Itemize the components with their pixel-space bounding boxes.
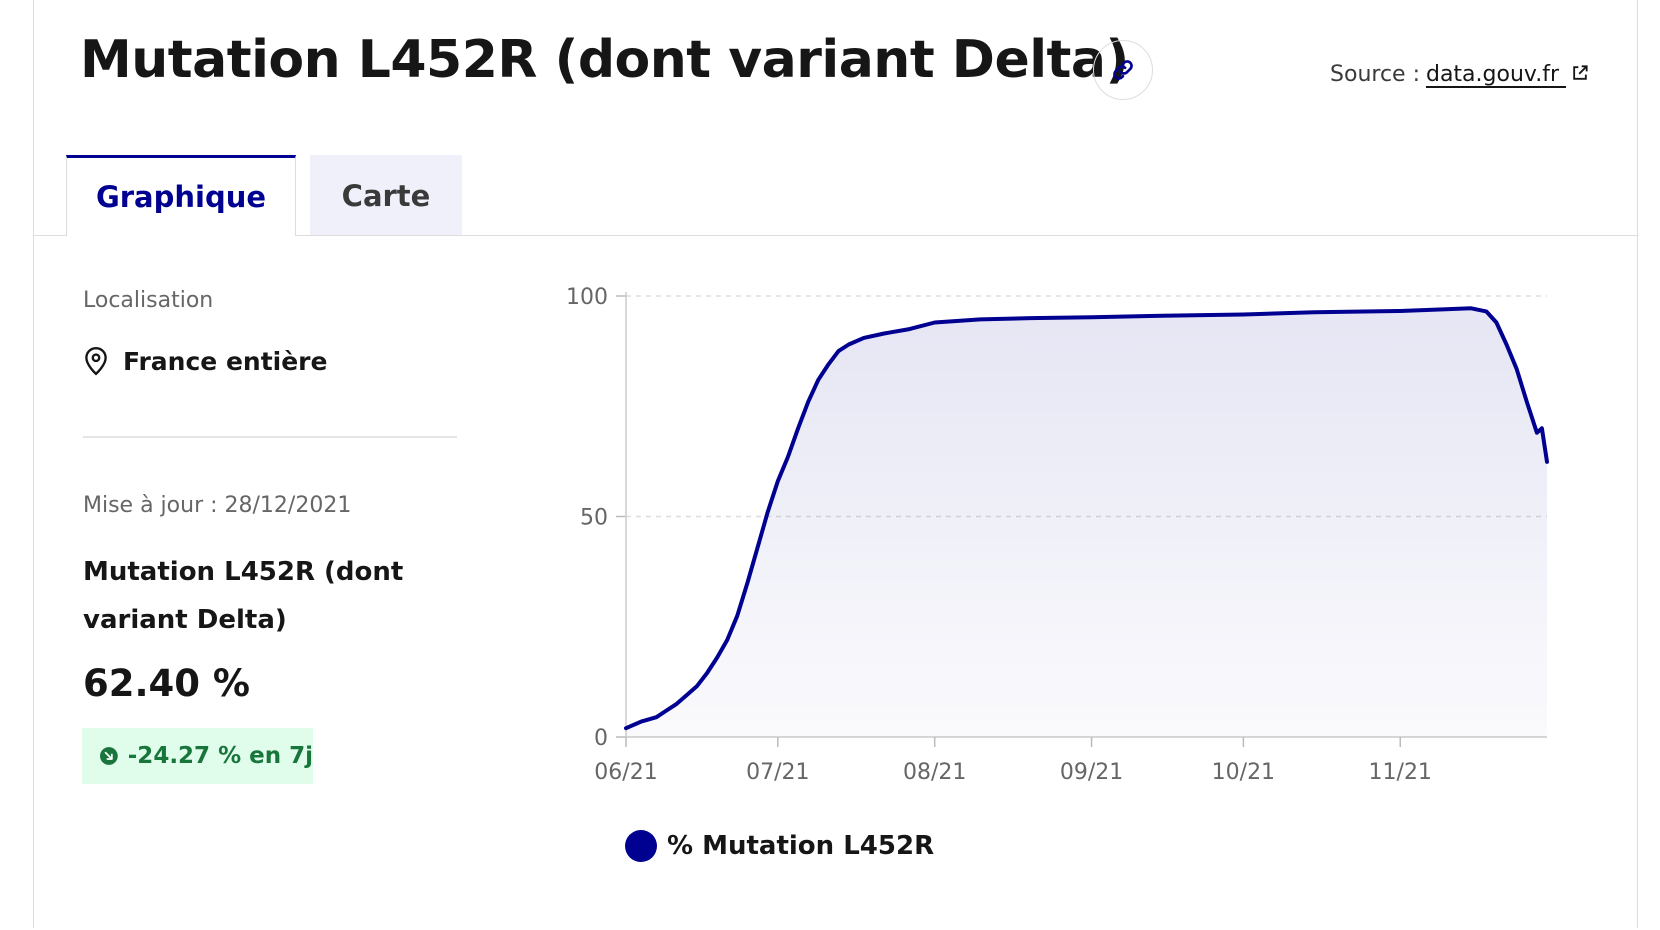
- chart-legend: % Mutation L452R: [625, 830, 934, 862]
- map-pin-icon: [85, 346, 107, 376]
- x-tick-label: 10/21: [1212, 760, 1275, 785]
- tab-graphique[interactable]: Graphique: [66, 155, 296, 236]
- legend-label: % Mutation L452R: [667, 831, 935, 861]
- x-tick-label: 06/21: [594, 760, 657, 785]
- page-title: Mutation L452R (dont variant Delta): [80, 30, 1129, 90]
- series-line: [624, 306, 1549, 731]
- x-tick-label: 07/21: [746, 760, 809, 785]
- evolution-badge: -24.27 % en 7j: [82, 728, 313, 784]
- location-selector[interactable]: France entière: [83, 346, 327, 376]
- indicator-card: [33, 0, 1638, 928]
- tab-list: Graphique Carte: [66, 155, 462, 236]
- series-area: [626, 308, 1547, 737]
- tab-divider: [34, 235, 1637, 236]
- legend-marker: [625, 830, 657, 862]
- sidebar-divider: [83, 436, 457, 438]
- location-value: France entière: [123, 346, 328, 376]
- source-label: Source :: [1330, 62, 1420, 87]
- source-link[interactable]: data.gouv.fr: [1426, 62, 1590, 87]
- external-link-icon: [1573, 65, 1588, 80]
- source: Source : data.gouv.fr: [1330, 62, 1590, 87]
- copy-link-button[interactable]: [1093, 40, 1153, 100]
- link-icon: [1113, 60, 1133, 80]
- indicator-name: Mutation L452R (dont variant Delta): [83, 557, 404, 635]
- update-date: Mise à jour : 28/12/2021: [83, 493, 352, 518]
- x-tick-label: 11/21: [1369, 760, 1432, 785]
- source-link-text: data.gouv.fr: [1425, 62, 1559, 87]
- y-tick-label: 100: [566, 285, 608, 310]
- evolution-text: -24.27 % en 7j: [127, 743, 313, 769]
- indicator-value: 62.40 %: [83, 662, 250, 705]
- location-label: Localisation: [83, 288, 214, 313]
- x-tick-label: 08/21: [903, 760, 966, 785]
- x-tick-label: 09/21: [1060, 760, 1123, 785]
- arrow-down-right-icon: [100, 747, 118, 765]
- tab-carte[interactable]: Carte: [310, 155, 462, 236]
- y-tick-label: 50: [580, 506, 608, 531]
- y-tick-label: 0: [594, 726, 608, 751]
